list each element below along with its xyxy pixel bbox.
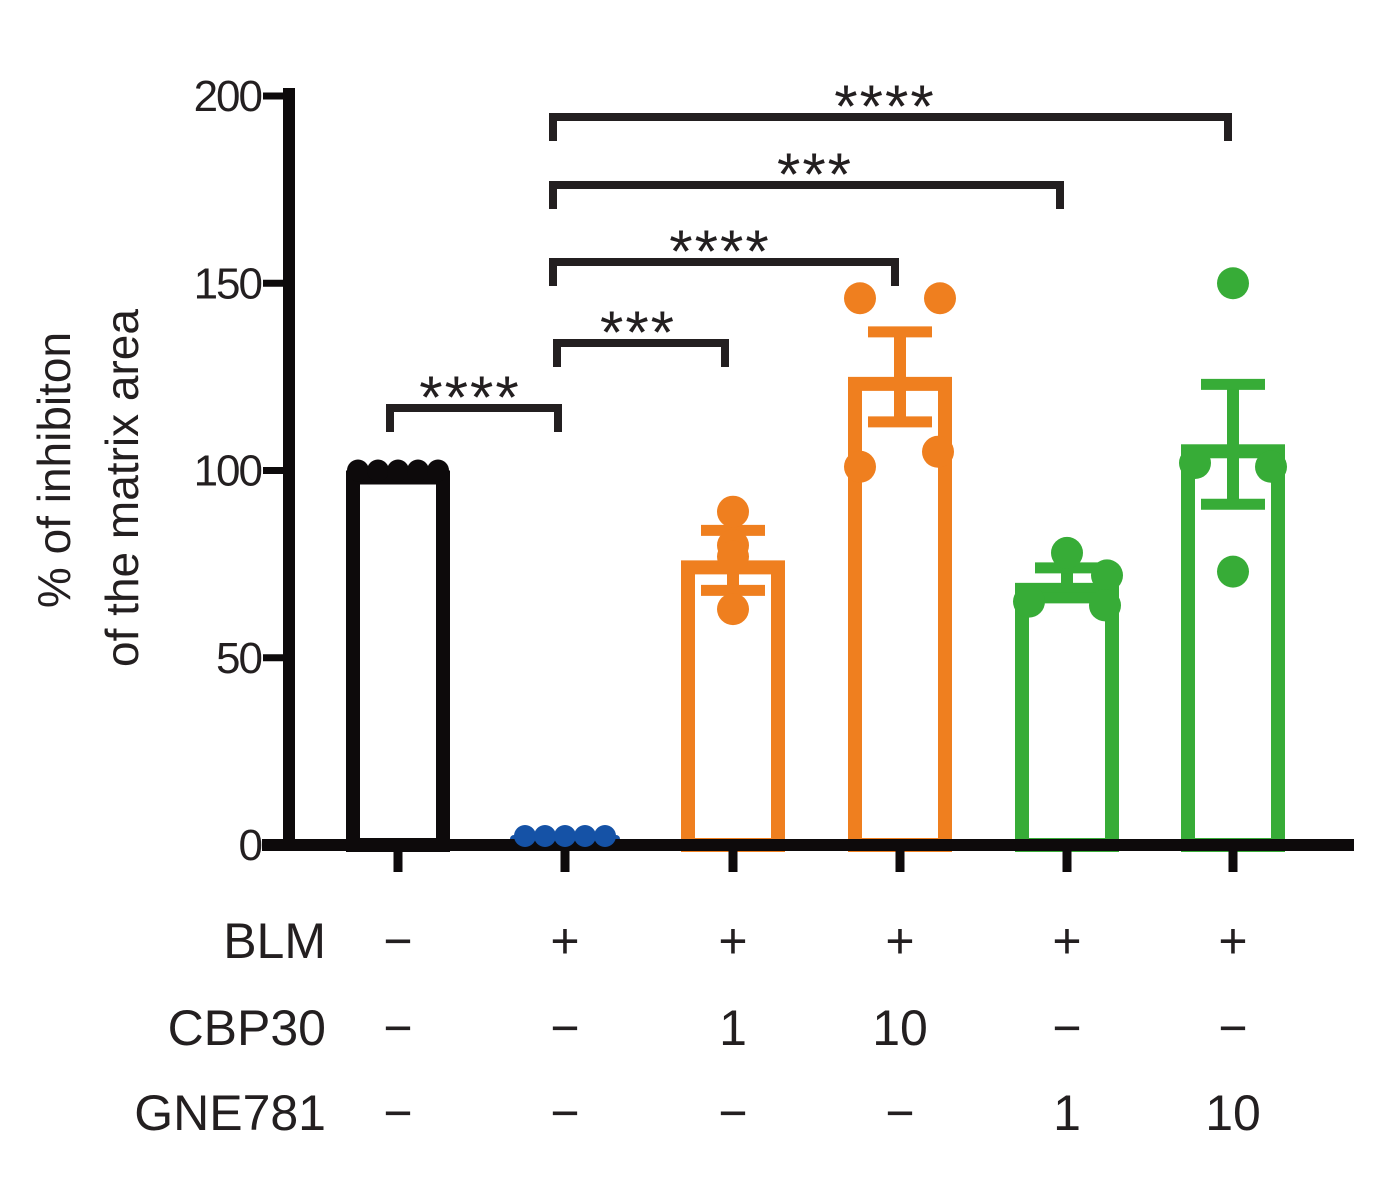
condition-cell: − — [718, 1085, 747, 1141]
data-point — [717, 495, 749, 528]
condition-cell: − — [550, 1085, 579, 1141]
condition-cell: − — [1218, 1000, 1247, 1056]
condition-cell: 10 — [1205, 1085, 1261, 1141]
condition-cell: − — [383, 1085, 412, 1141]
data-point — [534, 825, 556, 847]
significance-bracket — [386, 404, 562, 432]
data-point — [717, 540, 749, 573]
significance-stars: **** — [834, 73, 935, 140]
significance-stars: **** — [669, 218, 770, 285]
data-point — [387, 459, 409, 482]
condition-cell: + — [1052, 913, 1081, 969]
y-tick-label: 50 — [216, 634, 261, 683]
data-point — [1255, 450, 1287, 483]
data-point — [922, 435, 954, 468]
data-point — [844, 450, 876, 483]
y-axis-label: % of inhibiton of the matrix area — [28, 309, 148, 667]
data-point — [924, 282, 956, 315]
condition-cell: + — [1218, 913, 1247, 969]
significance-stars: *** — [777, 141, 853, 208]
data-point — [407, 459, 429, 482]
data-point — [717, 593, 749, 626]
significance-bracket — [549, 181, 1064, 209]
data-point — [367, 459, 389, 482]
y-axis-label-line1: % of inhibiton — [28, 332, 80, 608]
data-point — [1089, 589, 1121, 622]
significance-bracket — [549, 113, 1232, 141]
data-point — [427, 459, 449, 482]
significance-stars: *** — [600, 299, 676, 366]
data-point — [1217, 267, 1249, 300]
y-tick-label: 100 — [194, 447, 262, 496]
data-point — [1217, 555, 1249, 588]
significance-bracket — [553, 339, 729, 367]
data-point — [554, 825, 576, 847]
condition-cell: + — [550, 913, 579, 969]
data-point — [574, 825, 596, 847]
condition-cell: − — [383, 913, 412, 969]
data-point — [514, 825, 536, 847]
significance-stars: **** — [419, 364, 520, 431]
data-point — [1179, 447, 1211, 480]
bars — [346, 376, 1285, 852]
data-point — [1013, 585, 1045, 618]
bar — [1015, 582, 1119, 852]
condition-row-label: BLM — [223, 913, 326, 969]
condition-cell: 10 — [872, 1000, 928, 1056]
condition-cell: − — [1052, 1000, 1081, 1056]
condition-table: BLM − + + + + + CBP30 − − 1 10 − − GNE781 − − − − 1 10 — [134, 913, 1261, 1141]
y-tick-label: 200 — [194, 72, 262, 121]
condition-cell: + — [885, 913, 914, 969]
condition-row-label: GNE781 — [134, 1085, 326, 1141]
y-tick-label: 0 — [239, 821, 262, 870]
data-point — [594, 825, 616, 847]
bar — [1181, 444, 1285, 852]
condition-cell: − — [550, 1000, 579, 1056]
condition-cell: + — [718, 913, 747, 969]
condition-cell: − — [383, 1000, 412, 1056]
data-point — [1051, 536, 1083, 569]
y-axis-label-line2: of the matrix area — [96, 309, 148, 667]
data-point — [1091, 559, 1123, 592]
condition-row-label: CBP30 — [168, 1000, 326, 1056]
data-points — [347, 267, 1287, 847]
significance-bracket — [549, 258, 899, 286]
condition-cell: 1 — [719, 1000, 747, 1056]
significance-brackets: ****************** — [386, 73, 1232, 432]
condition-cell: − — [885, 1085, 914, 1141]
bar — [346, 470, 450, 852]
data-point — [347, 459, 369, 482]
y-tick-label: 150 — [194, 259, 262, 308]
axes — [262, 88, 1354, 872]
data-point — [844, 282, 876, 315]
condition-cell: 1 — [1053, 1085, 1081, 1141]
y-axis-ticks: 0 50 100 150 200 — [194, 72, 289, 870]
